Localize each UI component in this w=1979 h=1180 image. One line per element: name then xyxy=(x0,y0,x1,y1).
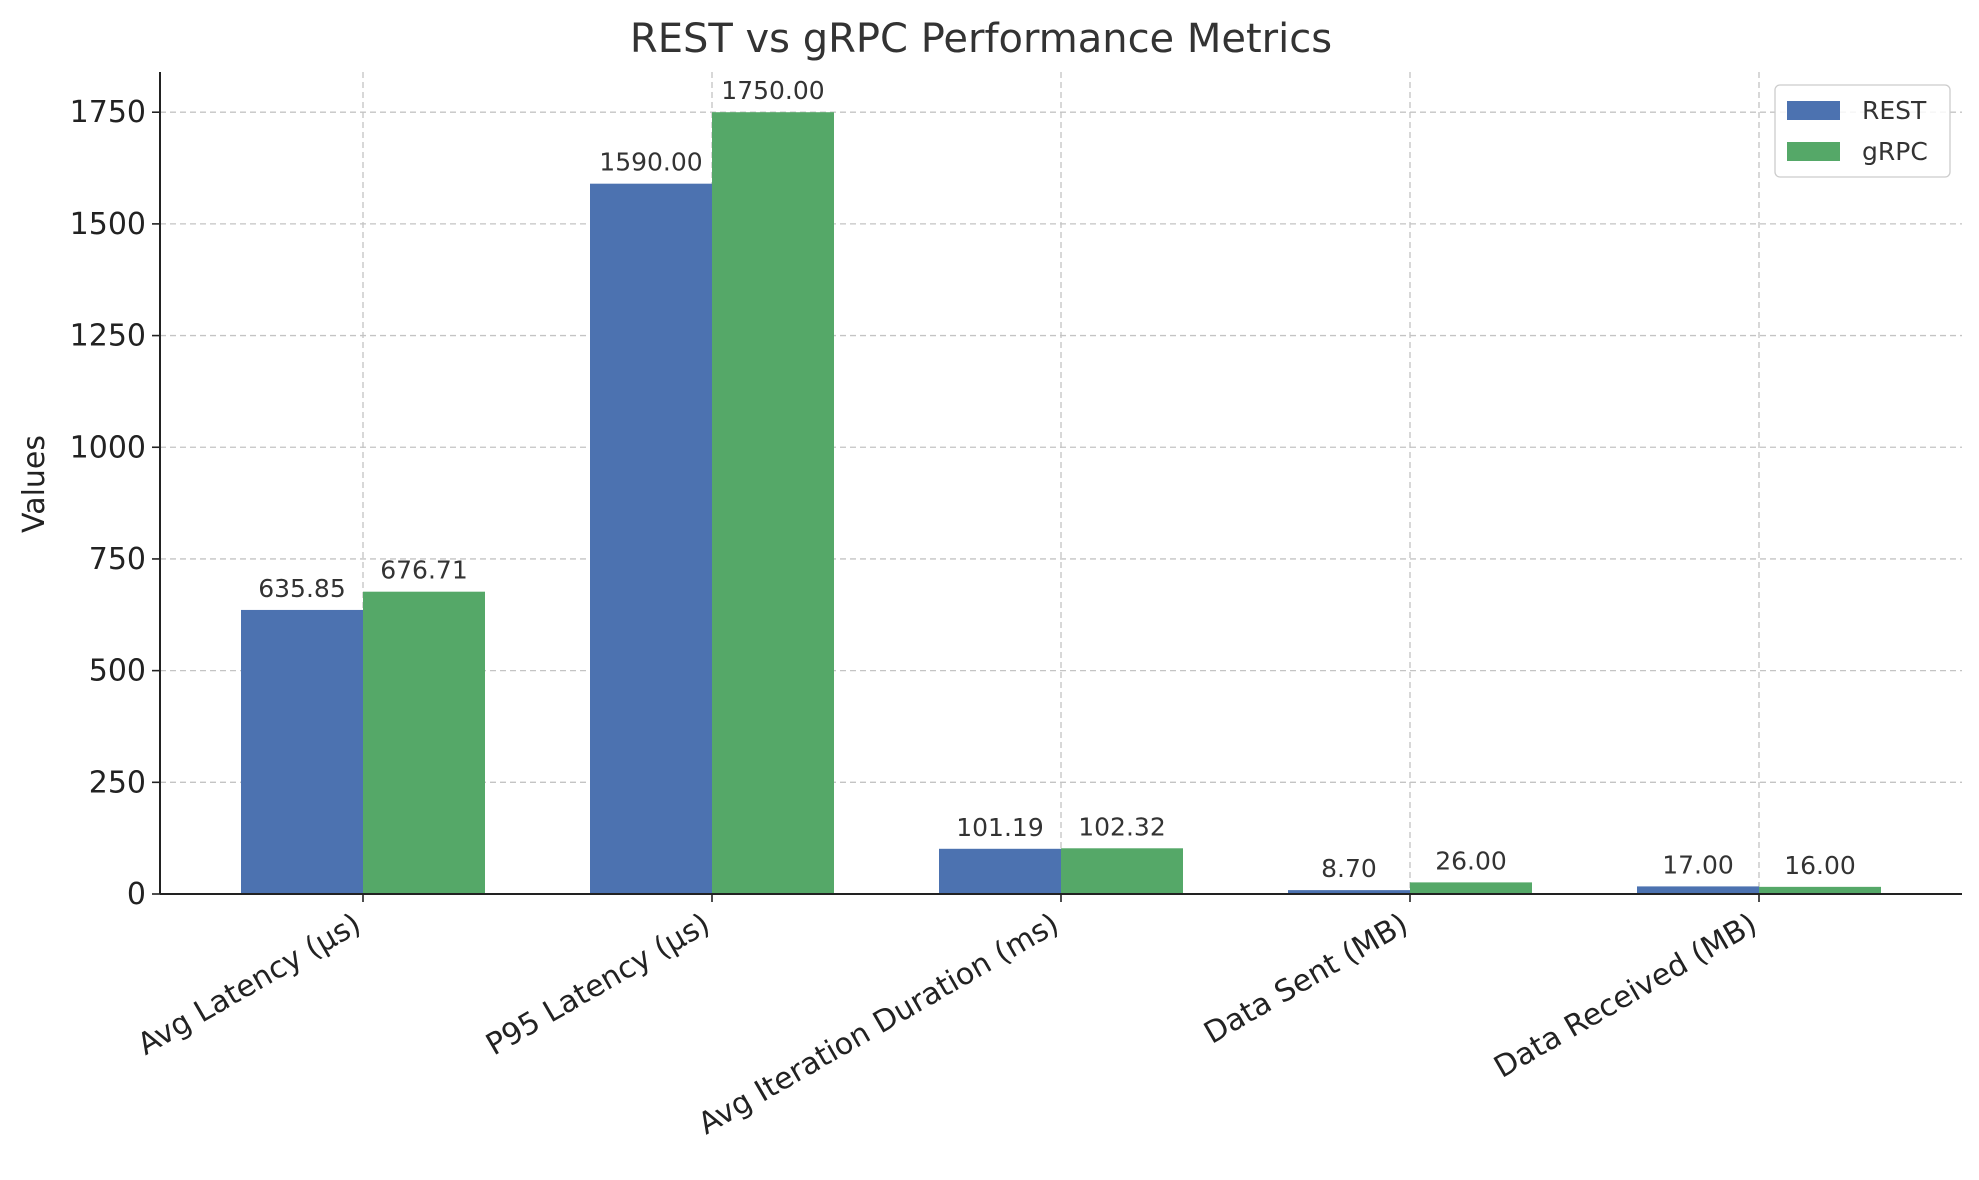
y-tick-label: 500 xyxy=(89,654,146,689)
bar-grpc xyxy=(1410,882,1532,894)
bar-grpc xyxy=(1759,886,1881,894)
legend: REST gRPC xyxy=(1774,84,1951,178)
y-tick-label: 1250 xyxy=(70,319,146,354)
chart-title: REST vs gRPC Performance Metrics xyxy=(630,16,1332,62)
bar-rest xyxy=(939,848,1061,894)
bar-rest xyxy=(241,609,363,894)
data-label: 1590.00 xyxy=(599,148,702,177)
data-label: 676.71 xyxy=(380,556,467,585)
data-label: 16.00 xyxy=(1784,851,1856,880)
x-tick-label: P95 Latency (µs) xyxy=(480,907,716,1063)
bar-rest xyxy=(590,183,712,894)
bar-rest xyxy=(1288,890,1410,894)
x-tick-label: Data Received (MB) xyxy=(1488,907,1763,1086)
data-label: 26.00 xyxy=(1435,846,1507,875)
data-label: 8.70 xyxy=(1321,854,1377,883)
y-tick-label: 750 xyxy=(89,542,146,577)
y-tick-label: 1000 xyxy=(70,430,146,465)
axes xyxy=(152,72,1962,902)
y-tick-label: 1750 xyxy=(70,95,146,130)
labels: 0 250 500 750 1000 1250 1500 1750 635.85 1590.00 1… xyxy=(70,76,1856,1142)
legend-swatch-grpc xyxy=(1787,142,1840,161)
legend-label-grpc: gRPC xyxy=(1862,137,1928,166)
y-axis-label: Values xyxy=(17,435,52,533)
bar-grpc xyxy=(1061,848,1183,894)
x-tick-label: Avg Latency (µs) xyxy=(132,907,367,1063)
data-label: 101.19 xyxy=(956,813,1043,842)
bar-rest xyxy=(1637,886,1759,894)
y-tick-label: 0 xyxy=(127,877,146,912)
legend-label-rest: REST xyxy=(1862,96,1927,125)
data-label: 1750.00 xyxy=(721,76,824,105)
bar-grpc xyxy=(363,591,485,894)
y-tick-label: 1500 xyxy=(70,207,146,242)
bar-grpc xyxy=(712,112,834,894)
data-label: 17.00 xyxy=(1662,850,1734,879)
x-tick-label: Data Sent (MB) xyxy=(1198,907,1414,1052)
data-label: 635.85 xyxy=(258,574,345,603)
legend-swatch-rest xyxy=(1787,101,1840,120)
bars xyxy=(241,112,1881,894)
data-label: 102.32 xyxy=(1078,812,1165,841)
x-tick-label: Avg Iteration Duration (ms) xyxy=(692,907,1065,1142)
y-tick-label: 250 xyxy=(89,765,146,800)
